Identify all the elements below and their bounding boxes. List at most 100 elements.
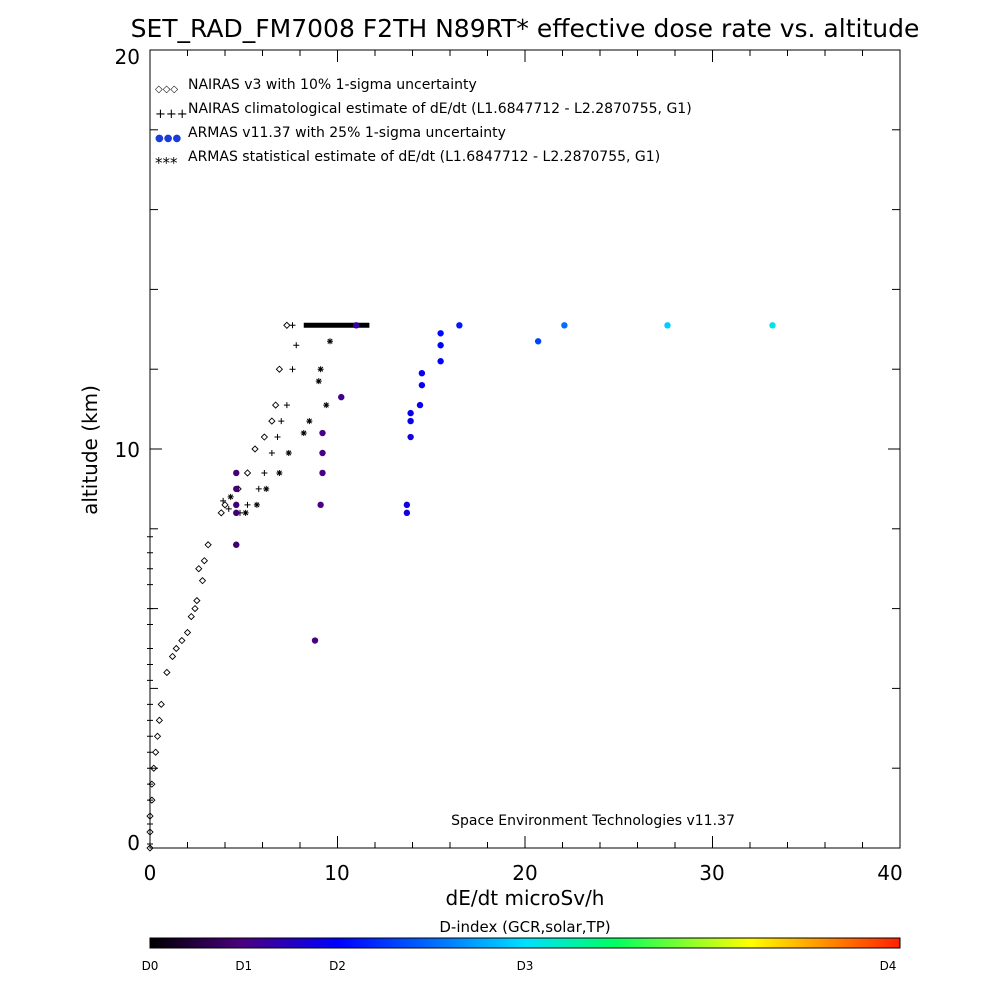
colorbar [149, 937, 901, 949]
nairas-climatological-point [147, 717, 153, 724]
nairas-point [275, 365, 284, 373]
nairas-climatological-point [147, 841, 153, 848]
nairas-climatological-point [255, 485, 262, 492]
nairas-climatological-point [289, 322, 296, 329]
nairas-climatological-point [147, 565, 153, 572]
x-tick-label: 20 [512, 861, 537, 885]
x-tick-label: 0 [144, 861, 157, 885]
armas-statistical-point [285, 449, 292, 456]
nairas-point [260, 433, 269, 441]
plot-frame [149, 49, 901, 849]
legend-symbol-dot: ●●● [155, 133, 181, 144]
nairas-point [268, 417, 276, 425]
armas-point [403, 509, 411, 517]
nairas-point [193, 596, 201, 605]
armas-point [407, 433, 414, 441]
armas-point [233, 541, 240, 548]
armas-statistical-point [263, 485, 270, 492]
nairas-climatological-point [220, 497, 227, 504]
nairas-climatological-point [147, 797, 153, 804]
data-marks [146, 321, 776, 852]
armas-point [233, 509, 240, 517]
nairas-point [172, 644, 180, 653]
nairas-climatological-point [261, 469, 268, 476]
nairas-point [200, 557, 209, 565]
nairas-climatological-point [283, 402, 290, 409]
nairas-climatological-point [147, 821, 153, 828]
y-axis-label: altitude (km) [78, 385, 102, 515]
nairas-point [150, 764, 158, 772]
x-axis-label: dE/dt microSv/h [446, 886, 605, 910]
armas-point [456, 322, 463, 329]
x-tick-label: 40 [877, 861, 902, 885]
nairas-climatological-point [278, 418, 285, 425]
armas-point [416, 401, 424, 409]
legend-symbol-plus: +++ [155, 107, 188, 122]
nairas-climatological-point [147, 677, 153, 684]
armas-point [319, 469, 326, 477]
legend-label-nairas-climatological: NAIRAS climatological estimate of dE/dt … [188, 101, 692, 117]
armas-point [311, 637, 319, 644]
nairas-climatological-point [289, 366, 296, 373]
nairas-climatological-point [147, 645, 153, 652]
nairas-point [151, 748, 160, 756]
armas-point [418, 381, 426, 389]
nairas-climatological-point [147, 701, 153, 708]
legend-symbol-diamond: ◇◇◇ [155, 84, 178, 95]
nairas-climatological-point [244, 501, 251, 508]
nairas-climatological-point [147, 749, 153, 756]
chart-title: SET_RAD_FM7008 F2TH N89RT* effective dos… [131, 14, 920, 43]
armas-point [407, 409, 414, 417]
armas-point [561, 322, 568, 329]
nairas-climatological-point [147, 661, 153, 668]
armas-point [534, 338, 542, 345]
armas-statistical-point [242, 509, 249, 516]
armas-point [319, 429, 326, 437]
nairas-climatological-point [225, 505, 232, 512]
nairas-climatological-point [147, 581, 153, 588]
colorbar-title: D-index (GCR,solar,TP) [439, 918, 610, 936]
nairas-point [146, 844, 154, 852]
nairas-point [157, 700, 165, 708]
nairas-climatological-point [147, 781, 153, 788]
armas-point [233, 469, 240, 477]
credit-annotation: Space Environment Technologies v11.37 [451, 813, 735, 829]
y-tick-label: 10 [115, 438, 140, 462]
nairas-point [168, 652, 177, 661]
y-tick-label: 20 [115, 45, 140, 69]
armas-point [319, 449, 326, 457]
colorbar-label: D0 [142, 959, 159, 973]
x-tick-label: 30 [699, 861, 724, 885]
nairas-climatological-point [147, 733, 153, 740]
nairas-point [191, 604, 199, 613]
armas-point [769, 322, 776, 329]
armas-statistical-point [317, 366, 324, 373]
nairas-point [271, 401, 280, 409]
armas-statistical-point [315, 378, 322, 385]
armas-point [403, 501, 411, 509]
legend-symbol-star: *** [155, 154, 178, 172]
nairas-point [146, 812, 154, 820]
armas-point [317, 501, 324, 509]
armas-statistical-point [227, 493, 234, 500]
colorbar-labels: D0 D1 D2 D3 D4 [142, 959, 897, 973]
nairas-point [195, 565, 203, 573]
nairas-climatological-point [147, 549, 153, 556]
legend: ◇◇◇ NAIRAS v3 with 10% 1-sigma uncertain… [155, 77, 692, 172]
nairas-point [178, 636, 186, 645]
colorbar-label: D3 [517, 959, 534, 973]
legend-label-armas: ARMAS v11.37 with 25% 1-sigma uncertaint… [188, 125, 506, 141]
nairas-point [198, 577, 207, 585]
armas-point [233, 501, 240, 509]
armas-statistical-point [276, 469, 283, 476]
armas-point [437, 358, 444, 365]
colorbar-label: D2 [329, 959, 346, 973]
legend-label-nairas: NAIRAS v3 with 10% 1-sigma uncertainty [188, 77, 477, 93]
nairas-point [183, 628, 192, 637]
nairas-climatological-point [147, 605, 153, 612]
x-tick-label: 10 [324, 861, 349, 885]
nairas-point [153, 732, 162, 740]
nairas-climatological-point [274, 434, 281, 441]
armas-point [233, 485, 240, 493]
